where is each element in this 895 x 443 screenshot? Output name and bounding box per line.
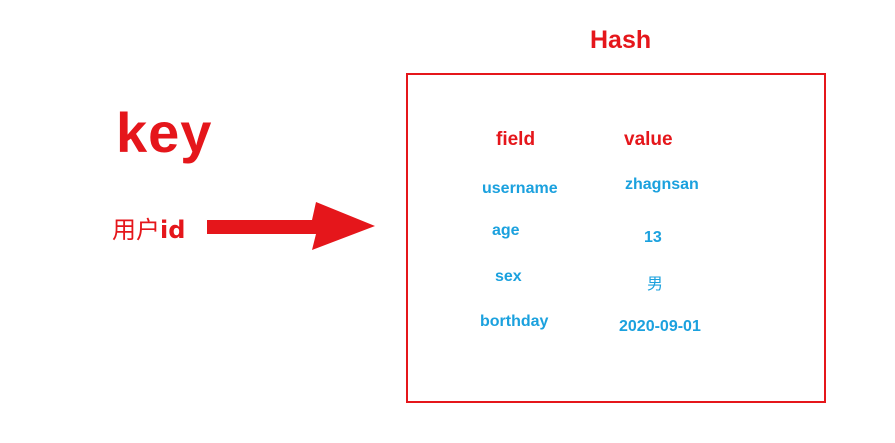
hash-box — [406, 73, 826, 403]
row-field-sex: sex — [495, 268, 522, 285]
row-field-username: username — [482, 180, 558, 197]
key-label: key — [116, 101, 213, 164]
row-value-birthday: 2020-09-01 — [619, 318, 701, 335]
row-value-username: zhagnsan — [625, 176, 699, 193]
arrow-shape — [207, 202, 375, 250]
row-value-age: 13 — [644, 229, 662, 246]
key-value-label: 用户id — [112, 210, 185, 245]
key-value-prefix: 用户 — [112, 216, 160, 244]
row-field-birthday: borthday — [480, 313, 549, 330]
row-value-sex: 男 — [647, 274, 664, 293]
field-column-header: field — [496, 129, 536, 150]
hash-title: Hash — [590, 26, 652, 54]
value-column-header: value — [624, 129, 673, 150]
key-value-suffix: id — [160, 216, 186, 244]
row-field-age: age — [492, 222, 520, 239]
